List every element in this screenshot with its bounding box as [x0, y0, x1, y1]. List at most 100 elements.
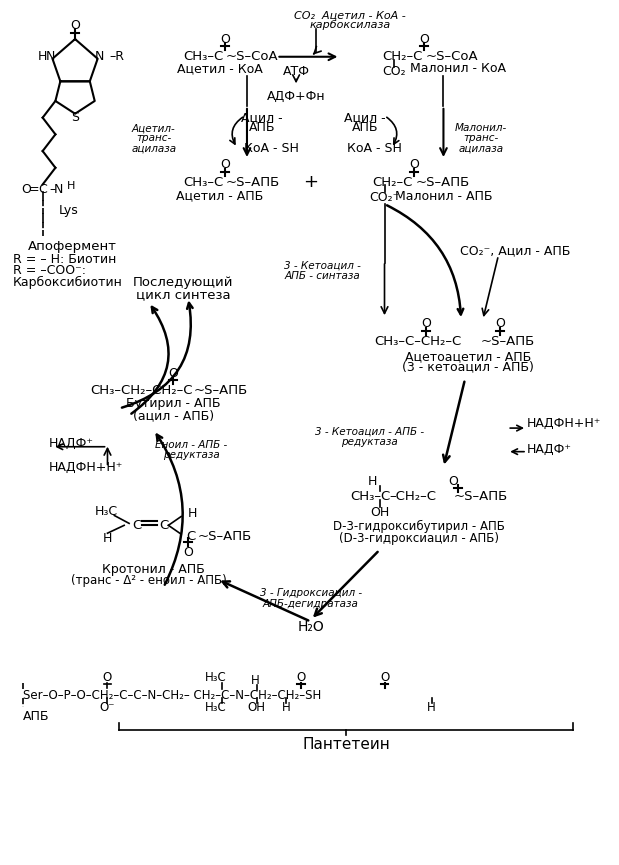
Text: O: O — [297, 671, 306, 684]
Text: S: S — [71, 112, 79, 125]
Text: R = – H: Биотин: R = – H: Биотин — [13, 253, 116, 266]
Text: CH₃–CH₂–CH₂–C: CH₃–CH₂–CH₂–C — [90, 384, 193, 397]
Text: CO₂⁻, Ацил - АПБ: CO₂⁻, Ацил - АПБ — [460, 244, 570, 257]
Text: КоА - SH: КоА - SH — [347, 142, 402, 155]
Text: АПБ-дегидратаза: АПБ-дегидратаза — [263, 599, 359, 609]
Text: H: H — [282, 701, 291, 714]
Text: O: O — [220, 33, 230, 46]
Text: O: O — [70, 19, 80, 32]
Text: ацилаза: ацилаза — [458, 143, 503, 153]
Text: D-3-гидроксибутирил - АПБ: D-3-гидроксибутирил - АПБ — [333, 520, 505, 533]
Text: Lys: Lys — [58, 204, 78, 217]
Text: КоА - SH: КоА - SH — [244, 142, 299, 155]
Text: редуктаза: редуктаза — [163, 450, 219, 459]
Text: CH₃–C: CH₃–C — [183, 176, 223, 189]
Text: –: – — [50, 183, 56, 195]
Text: CH₃–C: CH₃–C — [350, 490, 391, 503]
Text: транс-: транс- — [463, 133, 498, 144]
Text: 3 - Кетоацил - АПБ -: 3 - Кетоацил - АПБ - — [315, 427, 425, 437]
Text: O⁻: O⁻ — [100, 701, 115, 714]
Text: ~S–АПБ: ~S–АПБ — [194, 384, 248, 397]
Text: O: O — [495, 317, 505, 330]
Text: 3 - Гидроксиацил -: 3 - Гидроксиацил - — [260, 588, 362, 598]
Text: НАДФ⁺: НАДФ⁺ — [527, 443, 572, 456]
Text: Еноил - АПБ -: Еноил - АПБ - — [155, 439, 227, 450]
Text: H: H — [251, 674, 259, 687]
Text: Ser–O–P–O–CH₂–C–C–N–CH₂– CH₂–C–N–CH₂–CH₂–SH: Ser–O–P–O–CH₂–C–C–N–CH₂– CH₂–C–N–CH₂–CH₂… — [23, 689, 321, 702]
Text: OH: OH — [370, 506, 389, 519]
Text: –R: –R — [110, 50, 124, 63]
Text: ~S–АПБ: ~S–АПБ — [453, 490, 508, 503]
Text: H: H — [38, 50, 47, 63]
Text: Ацетоацетил - АПБ: Ацетоацетил - АПБ — [405, 349, 531, 363]
Text: CH₂–C: CH₂–C — [373, 176, 413, 189]
Text: Ацетил - АПБ: Ацетил - АПБ — [176, 189, 263, 202]
Text: НАДФН+Н⁺: НАДФН+Н⁺ — [48, 461, 123, 474]
Text: Малонил - АПБ: Малонил - АПБ — [395, 189, 492, 202]
Text: НАДФ⁺: НАДФ⁺ — [48, 438, 93, 451]
Text: ~S–АПБ: ~S–АПБ — [198, 529, 252, 542]
Text: АПБ: АПБ — [23, 710, 50, 723]
Text: O: O — [220, 158, 230, 171]
Text: C: C — [186, 529, 196, 542]
Text: 3 - Кетоацил -: 3 - Кетоацил - — [284, 261, 361, 271]
Text: Малонил-: Малонил- — [454, 124, 507, 133]
Text: АДФ+Фн: АДФ+Фн — [267, 90, 326, 103]
Text: O: O — [103, 671, 112, 684]
Text: CH₂–C: CH₂–C — [383, 50, 423, 63]
Text: ацилаза: ацилаза — [131, 143, 176, 153]
Text: (D-3-гидроксиацил - АПБ): (D-3-гидроксиацил - АПБ) — [339, 532, 499, 545]
Text: Апофермент: Апофермент — [28, 240, 116, 253]
Text: H₃C: H₃C — [95, 505, 118, 518]
Text: АПБ - синтаза: АПБ - синтаза — [285, 271, 360, 281]
Text: H₃C: H₃C — [205, 671, 227, 684]
Text: N: N — [46, 50, 55, 63]
Text: H: H — [67, 182, 76, 191]
Text: O: O — [183, 547, 193, 560]
Text: N: N — [95, 50, 105, 63]
Text: O: O — [448, 475, 458, 488]
Text: N: N — [54, 183, 63, 195]
Text: Карбоксибиотин: Карбоксибиотин — [13, 276, 123, 289]
Text: Ацил -: Ацил - — [344, 112, 386, 125]
Text: CH₃–C–CH₂–C: CH₃–C–CH₂–C — [374, 335, 462, 348]
Text: C: C — [132, 519, 142, 532]
Text: +: + — [303, 174, 318, 191]
Text: карбоксилаза: карбоксилаза — [310, 20, 391, 30]
Text: R = –COO⁻:: R = –COO⁻: — [13, 265, 86, 278]
Text: O: O — [421, 317, 431, 330]
Text: АПБ: АПБ — [248, 121, 275, 134]
Text: –CH₂–C: –CH₂–C — [389, 490, 436, 503]
Text: H: H — [188, 507, 197, 520]
Text: ~S–CoA: ~S–CoA — [225, 50, 278, 63]
Text: O: O — [21, 183, 31, 195]
Text: Ацетил - КоА: Ацетил - КоА — [176, 62, 262, 75]
Text: CO₂  Ацетил - КоА -: CO₂ Ацетил - КоА - — [294, 10, 406, 21]
Text: Бутирил - АПБ: Бутирил - АПБ — [126, 397, 220, 410]
Text: АТФ: АТФ — [283, 65, 310, 78]
Text: цикл синтеза: цикл синтеза — [136, 288, 230, 301]
Text: H: H — [427, 701, 436, 714]
Text: O: O — [168, 367, 178, 380]
Text: транс-: транс- — [136, 133, 171, 144]
Text: редуктаза: редуктаза — [342, 437, 398, 447]
Text: ~S–АПБ: ~S–АПБ — [481, 335, 535, 348]
Text: ~S–АПБ: ~S–АПБ — [416, 176, 470, 189]
Text: CO₂⁻: CO₂⁻ — [370, 190, 400, 204]
Text: Ацетил-: Ацетил- — [132, 124, 176, 133]
Text: АПБ: АПБ — [352, 121, 378, 134]
Text: Малонил - КоА: Малонил - КоА — [410, 62, 506, 75]
Text: Кротонил - АПБ: Кротонил - АПБ — [102, 563, 205, 576]
Text: НАДФН+Н⁺: НАДФН+Н⁺ — [527, 417, 601, 430]
Text: (транс - Δ² - еноил - АПБ): (транс - Δ² - еноил - АПБ) — [71, 573, 227, 586]
Text: Последующий: Последующий — [133, 276, 233, 289]
Text: O: O — [409, 158, 419, 171]
Text: (3 - кетоацил - АПБ): (3 - кетоацил - АПБ) — [402, 361, 534, 374]
Text: Ацил -: Ацил - — [241, 112, 282, 125]
Text: H₂O: H₂O — [298, 619, 324, 633]
Text: O: O — [419, 33, 429, 46]
Text: ~S–АПБ: ~S–АПБ — [225, 176, 280, 189]
Text: C: C — [38, 183, 47, 195]
Text: (ацил - АПБ): (ацил - АПБ) — [132, 409, 214, 422]
Text: C: C — [159, 519, 168, 532]
